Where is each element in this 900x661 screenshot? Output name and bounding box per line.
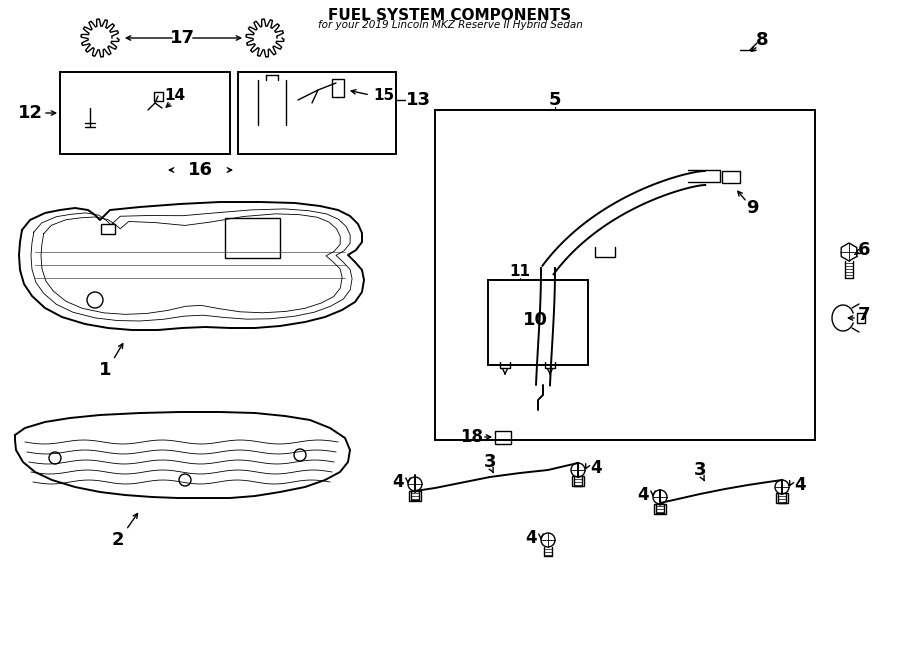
Bar xyxy=(495,431,511,444)
Text: 18: 18 xyxy=(461,428,483,446)
Text: 15: 15 xyxy=(374,87,394,102)
Text: 14: 14 xyxy=(165,87,185,102)
Text: 1: 1 xyxy=(99,361,112,379)
Bar xyxy=(435,110,815,440)
Bar xyxy=(572,476,584,486)
Text: 4: 4 xyxy=(590,459,602,477)
Text: 2: 2 xyxy=(112,531,124,549)
Bar xyxy=(332,79,344,97)
Text: 9: 9 xyxy=(746,199,758,217)
Bar xyxy=(60,72,230,154)
Bar xyxy=(722,171,740,183)
Text: 3: 3 xyxy=(484,453,496,471)
Text: 10: 10 xyxy=(523,311,547,329)
Text: 3: 3 xyxy=(694,461,706,479)
Text: 4: 4 xyxy=(526,529,536,547)
Bar xyxy=(238,72,396,154)
Text: 4: 4 xyxy=(637,486,649,504)
Text: FUEL SYSTEM COMPONENTS: FUEL SYSTEM COMPONENTS xyxy=(328,8,572,23)
Text: for your 2019 Lincoln MKZ Reserve II Hybrid Sedan: for your 2019 Lincoln MKZ Reserve II Hyb… xyxy=(318,20,582,30)
Text: 16: 16 xyxy=(187,161,212,179)
Bar xyxy=(857,313,865,323)
Text: 4: 4 xyxy=(794,476,806,494)
Bar xyxy=(488,280,588,365)
Text: 17: 17 xyxy=(169,29,194,47)
Bar xyxy=(409,491,421,501)
Text: 13: 13 xyxy=(406,91,430,109)
Bar xyxy=(225,218,280,258)
Text: 12: 12 xyxy=(17,104,42,122)
Bar xyxy=(154,92,163,101)
Text: 6: 6 xyxy=(858,241,870,259)
Text: 7: 7 xyxy=(858,306,870,324)
Text: 11: 11 xyxy=(509,264,530,280)
Text: 8: 8 xyxy=(756,31,769,49)
Bar xyxy=(776,493,788,503)
Bar xyxy=(101,224,115,234)
Bar xyxy=(654,504,666,514)
Text: 4: 4 xyxy=(392,473,404,491)
Text: 5: 5 xyxy=(549,91,562,109)
